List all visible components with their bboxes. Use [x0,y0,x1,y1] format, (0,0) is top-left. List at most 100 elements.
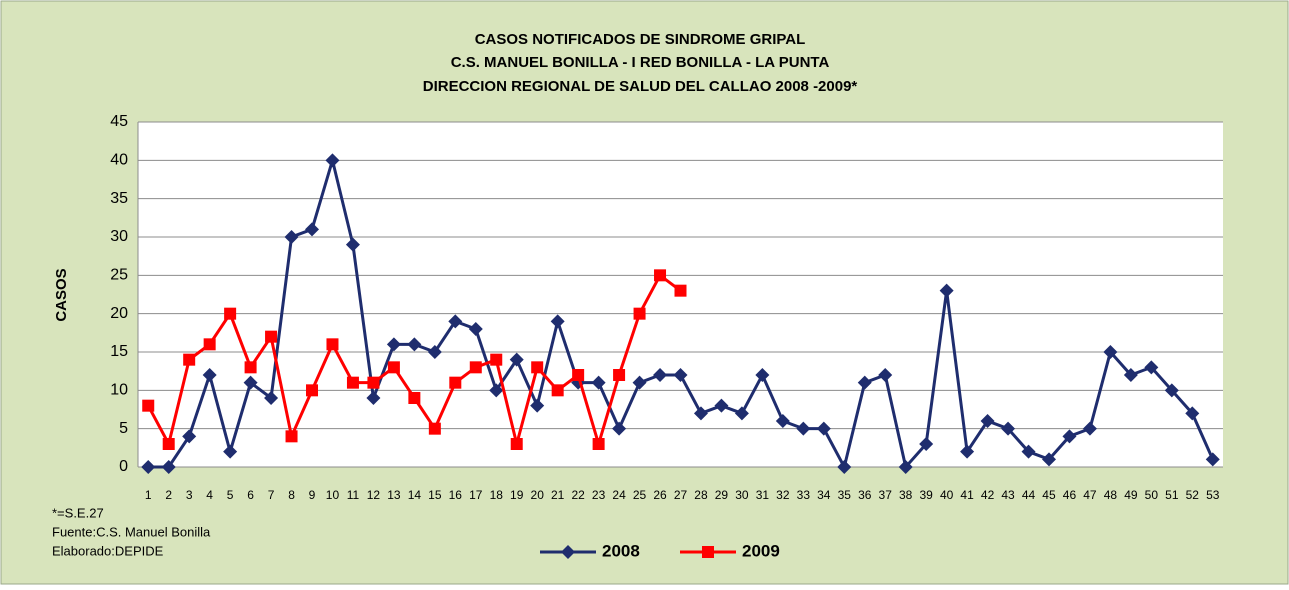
x-tick-label: 2 [165,488,172,502]
data-point [203,338,216,351]
x-tick-label: 39 [919,488,933,502]
data-point [305,222,320,237]
y-tick-label: 25 [110,267,128,284]
x-tick-label: 33 [797,488,811,502]
y-tick-label: 10 [110,382,128,399]
data-point [366,391,381,405]
data-point [613,369,626,381]
y-tick-label: 40 [110,152,128,169]
data-point [244,361,257,374]
data-point [653,368,668,382]
x-tick-label: 32 [776,488,790,502]
x-tick-label: 6 [247,488,254,502]
x-tick-label: 38 [899,488,913,502]
legend-label: 2008 [602,541,640,560]
data-point [326,338,339,351]
x-tick-label: 14 [408,488,422,502]
data-point [1041,452,1056,467]
x-tick-label: 20 [531,488,545,502]
data-point [427,345,442,359]
y-tick-label: 45 [110,113,128,130]
y-tick-label: 0 [119,458,128,475]
y-tick-label: 15 [110,343,128,360]
data-point [1185,406,1200,421]
data-point [898,460,913,474]
data-point [509,352,524,367]
data-point [490,353,503,366]
x-tick-label: 52 [1186,488,1200,502]
x-tick-label: 9 [309,488,316,502]
x-tick-label: 53 [1206,488,1220,502]
data-point [428,422,441,435]
data-point [469,361,482,374]
x-tick-label: 35 [838,488,852,502]
data-point [939,283,954,298]
chart-title: C.S. MANUEL BONILLA - I RED BONILLA - LA… [451,54,830,71]
x-tick-label: 16 [449,488,463,502]
data-point [592,438,605,450]
x-tick-label: 28 [694,488,708,502]
x-tick-label: 41 [960,488,974,502]
x-tick-label: 44 [1022,488,1036,502]
data-point [550,314,565,329]
y-tick-label: 20 [110,305,128,322]
x-tick-label: 1 [145,488,152,502]
data-point [591,375,606,390]
x-tick-label: 27 [674,488,688,502]
data-point [633,307,646,320]
x-tick-label: 50 [1145,488,1159,502]
data-point [674,284,687,297]
data-point [530,398,545,413]
data-point [367,376,380,389]
chart-title: DIRECCION REGIONAL DE SALUD DEL CALLAO 2… [423,78,858,95]
x-tick-label: 43 [1001,488,1015,502]
y-tick-label: 35 [110,190,128,207]
data-point [919,437,934,451]
x-tick-label: 8 [288,488,295,502]
y-tick-label: 30 [110,228,128,245]
data-point [468,322,483,336]
x-tick-label: 21 [551,488,565,502]
x-tick-label: 26 [653,488,667,502]
data-point [1144,360,1159,375]
x-tick-label: 34 [817,488,831,502]
data-point [387,361,400,374]
data-point [632,375,647,390]
data-point [816,421,831,436]
x-tick-label: 13 [387,488,401,502]
data-point [837,460,852,474]
data-point [449,376,462,389]
x-tick-label: 3 [186,488,193,502]
x-tick-label: 40 [940,488,954,502]
data-point [857,375,872,390]
data-point [345,237,360,252]
data-point [612,421,627,436]
data-point [489,383,504,398]
data-point [510,438,523,450]
data-point [284,230,299,244]
data-point [202,368,217,382]
data-point [714,398,729,413]
x-tick-label: 36 [858,488,872,502]
data-point [407,337,422,352]
data-point [572,369,585,381]
data-point [223,444,238,459]
x-tick-label: 10 [326,488,340,502]
data-point [693,406,708,421]
x-tick-label: 31 [756,488,770,502]
data-point [265,330,278,343]
data-point [796,421,811,436]
y-axis-label: CASOS [53,268,70,321]
x-tick-label: 29 [715,488,729,502]
data-point [1062,429,1077,444]
note: Fuente:C.S. Manuel Bonilla [52,524,211,539]
data-point [141,460,156,474]
x-tick-label: 51 [1165,488,1179,502]
data-point [980,414,995,428]
data-point [531,361,544,374]
data-point [551,384,564,397]
legend-marker [702,546,714,558]
x-tick-label: 7 [268,488,275,502]
data-point [775,414,790,428]
